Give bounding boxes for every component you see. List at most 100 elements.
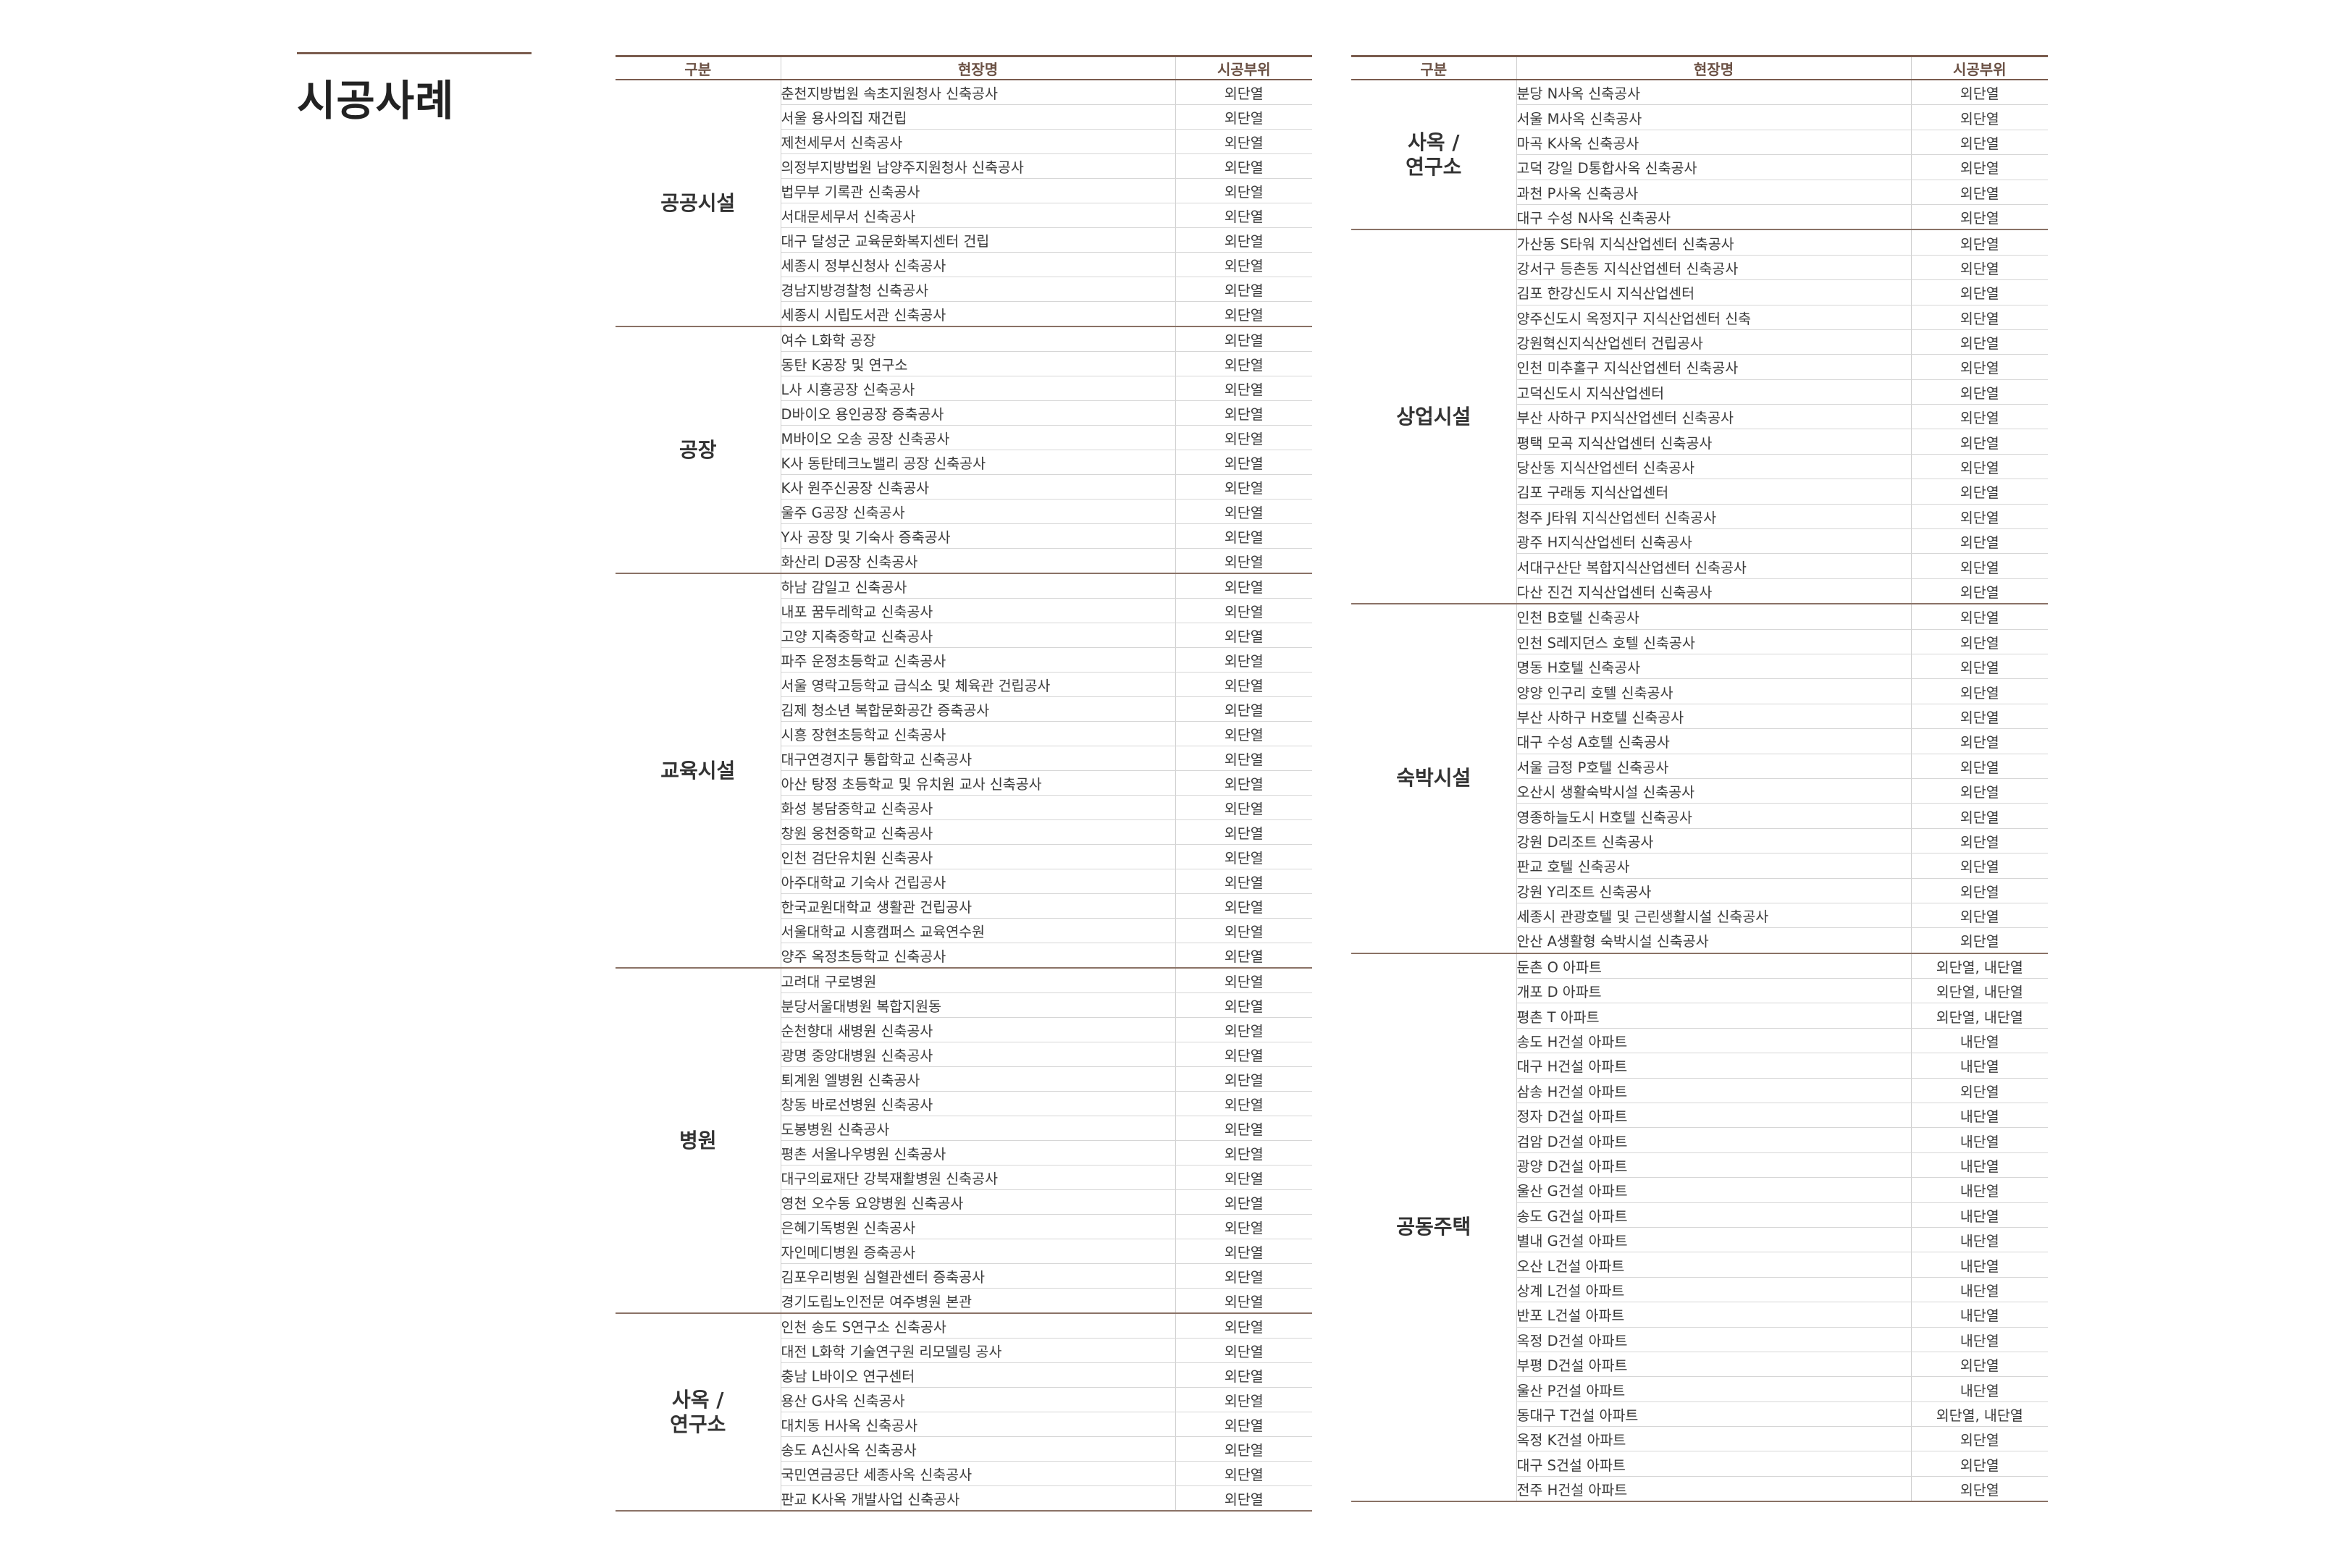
table-row: 화성 봉담중학교 신축공사 외단열 (616, 795, 1312, 820)
table-row: 경남지방경찰청 신축공사 외단열 (616, 277, 1312, 302)
table-row: 평촌 서울나우병원 신축공사 외단열 (616, 1140, 1312, 1166)
table-row: 영천 오수동 요양병원 신축공사 외단열 (616, 1189, 1312, 1215)
table-row: 판교 K사옥 개발사업 신축공사 외단열 (616, 1485, 1312, 1512)
construction-part-cell: 외단열 (1175, 647, 1312, 673)
construction-part-cell: 외단열 (1910, 229, 2048, 256)
table-row: 고양 지축중학교 신축공사 외단열 (616, 623, 1312, 648)
table-row: 고덕 강일 D통합사옥 신축공사 외단열 (1351, 154, 2048, 180)
site-name-cell: 동대구 T건설 아파트 (1516, 1401, 1911, 1428)
table-row: 한국교원대학교 생활관 건립공사 외단열 (616, 893, 1312, 919)
site-name-cell: 서대구산단 복합지식산업센터 신축공사 (1516, 553, 1911, 579)
table-row: 전주 H건설 아파트 외단열 (1351, 1476, 2048, 1503)
construction-part-cell: 외단열 (1910, 728, 2048, 754)
site-name-cell: 순천향대 새병원 신축공사 (781, 1017, 1175, 1042)
site-name-cell: 별내 G건설 아파트 (1516, 1227, 1911, 1253)
table-row: 창동 바로선병원 신축공사 외단열 (616, 1091, 1312, 1116)
site-name-cell: 옥정 K건설 아파트 (1516, 1426, 1911, 1452)
site-name-cell: 대구 수성 N사옥 신축공사 (1516, 204, 1911, 231)
table-row: 검암 D건설 아파트 내단열 (1351, 1127, 2048, 1153)
site-name-cell: 서대문세무서 신축공사 (781, 203, 1175, 228)
table-row: 내포 꿈두레학교 신축공사 외단열 (616, 598, 1312, 623)
construction-part-cell: 외단열, 내단열 (1910, 1003, 2048, 1029)
construction-part-cell: 외단열 (1175, 203, 1312, 228)
construction-part-cell: 외단열 (1910, 678, 2048, 704)
table-header-row: 구분 현장명 시공부위 (616, 55, 1312, 80)
table-row: 강원 D리조트 신축공사 외단열 (1351, 828, 2048, 854)
table-row: 상업시설 가산동 S타워 지식산업센터 신축공사 외단열 (1351, 229, 2048, 605)
table-row: M바이오 오송 공장 신축공사 외단열 (616, 425, 1312, 450)
table-row: K사 원주신공장 신축공사 외단열 (616, 474, 1312, 500)
site-name-cell: 전주 H건설 아파트 (1516, 1476, 1911, 1503)
site-name-cell: 서울 M사옥 신축공사 (1516, 104, 1911, 130)
construction-part-cell: 외단열 (1175, 893, 1312, 919)
table-row: 인천 미추홀구 지식산업센터 신축공사 외단열 (1351, 354, 2048, 380)
category-cell: 사옥 / 연구소 (1351, 80, 1517, 231)
table-row: 청주 J타워 지식산업센터 신축공사 외단열 (1351, 504, 2048, 530)
site-name-cell: 동탄 K공장 및 연구소 (781, 351, 1175, 376)
table-row: 순천향대 새병원 신축공사 외단열 (616, 1017, 1312, 1042)
table-row: 대구 수성 N사옥 신축공사 외단열 (1351, 204, 2048, 231)
construction-part-cell: 외단열 (1175, 623, 1312, 648)
site-name-cell: 당산동 지식산업센터 신축공사 (1516, 454, 1911, 480)
table-row: 김포 한강신도시 지식산업센터 외단열 (1351, 279, 2048, 305)
site-name-cell: Y사 공장 및 기숙사 증축공사 (781, 523, 1175, 549)
construction-part-cell: 외단열 (1910, 754, 2048, 779)
table-row: Y사 공장 및 기숙사 증축공사 외단열 (616, 523, 1312, 549)
site-name-cell: 광주 H지식산업센터 신축공사 (1516, 528, 1911, 555)
table-row: 인천 검단유치원 신축공사 외단열 (616, 844, 1312, 869)
construction-part-cell: 외단열 (1910, 528, 2048, 555)
construction-part-cell: 외단열 (1910, 803, 2048, 829)
site-name-cell: 은혜기독병원 신축공사 (781, 1214, 1175, 1239)
site-name-cell: 마곡 K사옥 신축공사 (1516, 130, 1911, 156)
table-row: 울산 P건설 아파트 내단열 (1351, 1376, 2048, 1402)
site-name-cell: 서울 금정 P호텔 신축공사 (1516, 754, 1911, 779)
site-name-cell: 부산 사하구 H호텔 신축공사 (1516, 704, 1911, 730)
table-row: 은혜기독병원 신축공사 외단열 (616, 1214, 1312, 1239)
table-body-right: 사옥 / 연구소 분당 N사옥 신축공사 외단열 서울 M사옥 신축공사 외단열 마곡 K사… (1351, 80, 2048, 1503)
site-name-cell: 강서구 등촌동 지식산업센터 신축공사 (1516, 255, 1911, 281)
site-name-cell: K사 원주신공장 신축공사 (781, 474, 1175, 500)
construction-part-cell: 외단열 (1175, 573, 1312, 599)
construction-part-cell: 외단열 (1175, 129, 1312, 154)
construction-part-cell: 내단열 (1910, 1302, 2048, 1328)
construction-part-cell: 외단열 (1910, 504, 2048, 530)
site-name-cell: 김포 한강신도시 지식산업센터 (1516, 279, 1911, 305)
table-row: 세종시 시립도서관 신축공사 외단열 (616, 301, 1312, 327)
construction-part-cell: 외단열 (1910, 1078, 2048, 1104)
site-name-cell: 시흥 장현초등학교 신축공사 (781, 721, 1175, 746)
site-name-cell: 영천 오수동 요양병원 신축공사 (781, 1189, 1175, 1215)
construction-part-cell: 외단열 (1175, 819, 1312, 845)
site-name-cell: 송도 G건설 아파트 (1516, 1202, 1911, 1228)
category-cell: 공동주택 (1351, 953, 1517, 1503)
table-row: 법무부 기록관 신축공사 외단열 (616, 178, 1312, 203)
site-name-cell: 가산동 S타워 지식산업센터 신축공사 (1516, 229, 1911, 256)
construction-part-cell: 외단열 (1175, 499, 1312, 524)
construction-part-cell: 외단열 (1910, 80, 2048, 106)
site-name-cell: 창원 웅천중학교 신축공사 (781, 819, 1175, 845)
table-row: 정자 D건설 아파트 내단열 (1351, 1103, 2048, 1129)
table-row: L사 시흥공장 신축공사 외단열 (616, 376, 1312, 401)
table-row: 양주신도시 옥정지구 지식산업센터 신축 외단열 (1351, 305, 2048, 330)
table-row: 동탄 K공장 및 연구소 외단열 (616, 351, 1312, 376)
construction-part-cell: 외단열 (1175, 968, 1312, 993)
table-body-left: 공공시설 춘천지방법원 속초지원청사 신축공사 외단열 서울 용사의집 재건립 외단열 제… (616, 80, 1312, 1512)
table-row: 사옥 / 연구소 분당 N사옥 신축공사 외단열 (1351, 80, 2048, 231)
table-row: 충남 L바이오 연구센터 외단열 (616, 1362, 1312, 1388)
header-site-name: 현장명 (1516, 55, 1911, 80)
table-row: 영종하늘도시 H호텔 신축공사 외단열 (1351, 803, 2048, 829)
site-name-cell: 정자 D건설 아파트 (1516, 1103, 1911, 1129)
construction-table-right: 구분 현장명 시공부위 사옥 / 연구소 분당 N사옥 신축공사 외단열 서울 M사옥 … (1351, 55, 2048, 1503)
construction-part-cell: 외단열 (1175, 1412, 1312, 1437)
construction-part-cell: 외단열 (1910, 279, 2048, 305)
site-name-cell: 부평 D건설 아파트 (1516, 1352, 1911, 1378)
construction-part-cell: 외단열 (1175, 548, 1312, 574)
table-row: 제천세무서 신축공사 외단열 (616, 129, 1312, 154)
table-row: 창원 웅천중학교 신축공사 외단열 (616, 819, 1312, 845)
site-name-cell: 분당서울대병원 복합지원동 (781, 992, 1175, 1018)
header-construction-part: 시공부위 (1175, 55, 1312, 80)
site-name-cell: 김포 구래동 지식산업센터 (1516, 479, 1911, 505)
table-row: 서대구산단 복합지식산업센터 신축공사 외단열 (1351, 553, 2048, 579)
construction-part-cell: 외단열 (1910, 180, 2048, 205)
construction-part-cell: 외단열 (1910, 379, 2048, 405)
site-name-cell: 서울 용사의집 재건립 (781, 104, 1175, 130)
